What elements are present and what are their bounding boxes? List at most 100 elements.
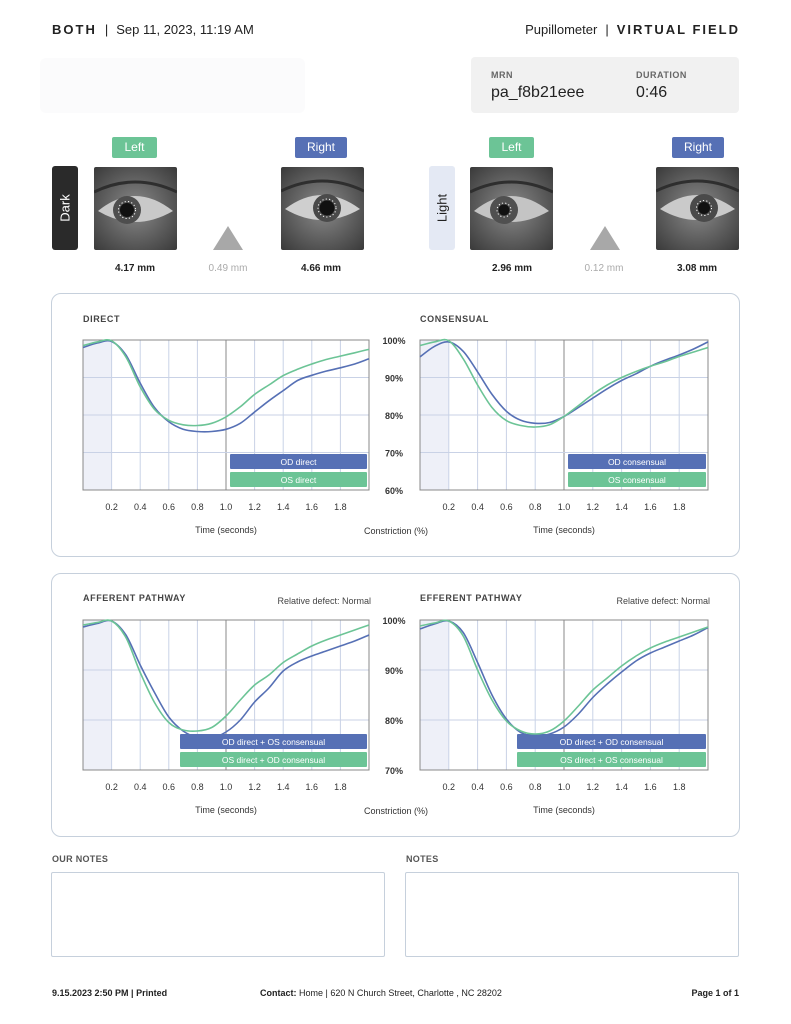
direct-frame	[82, 339, 370, 491]
dark-left-button[interactable]: Left	[112, 137, 157, 158]
efferent-pathway-frame	[419, 619, 709, 771]
consensual-xtick: 1.6	[644, 502, 657, 512]
direct-legend-od	[230, 454, 367, 469]
consensual-xtick: 0.6	[500, 502, 513, 512]
exam-datetime: Sep 11, 2023, 11:19 AM	[116, 22, 254, 37]
consensual-legend-label: OD consensual	[608, 457, 666, 467]
direct-legend-label: OS direct	[281, 475, 317, 485]
direct-xtick: 0.4	[134, 502, 147, 512]
afferent-pathway-relative-defect: Relative defect: Normal	[277, 596, 371, 606]
afferent-pathway-legend-os	[180, 752, 367, 767]
afferent-pathway-series-od-line	[82, 619, 370, 740]
duration-value: 0:46	[636, 84, 668, 101]
light-right-button[interactable]: Right	[672, 137, 724, 158]
efferent-pathway-xtick: 1.8	[673, 782, 686, 792]
direct-legend-label: OD direct	[281, 457, 318, 467]
consensual-legend-os	[568, 472, 706, 487]
efferent-pathway-legend-label: OD direct + OD consensual	[560, 737, 664, 747]
report-header-right: Pupillometer | VIRTUAL FIELD	[525, 22, 740, 37]
efferent-pathway-xtick: 1.6	[644, 782, 657, 792]
consensual-legend-label: OS consensual	[608, 475, 666, 485]
light-left-button[interactable]: Left	[489, 137, 534, 158]
mrn-label: MRN	[491, 70, 513, 80]
direct-xaxis-title: Time (seconds)	[195, 525, 257, 535]
direct-ytick: 90%	[385, 374, 403, 384]
dark-left-diameter: 4.17 mm	[114, 263, 156, 274]
header-separator: |	[104, 22, 109, 37]
consensual-xtick: 1.0	[558, 502, 571, 512]
afferent-pathway-title: AFFERENT PATHWAY	[83, 593, 186, 603]
light-diameter-difference: 0.12 mm	[584, 263, 624, 274]
direct-xtick: 1.8	[334, 502, 347, 512]
afferent-pathway-xaxis-title: Time (seconds)	[195, 805, 257, 815]
consensual-legend-od	[568, 454, 706, 469]
afferent-pathway-legend-label: OS direct + OD consensual	[222, 755, 325, 765]
efferent-pathway-series-os-line	[419, 619, 709, 735]
afferent-pathway-ytick: 100%	[382, 616, 405, 626]
notes-box[interactable]	[405, 872, 739, 957]
dark-diameter-difference: 0.49 mm	[208, 263, 248, 274]
efferent-pathway-series-od-line	[419, 619, 709, 737]
direct-xtick: 1.2	[248, 502, 261, 512]
our-notes-box[interactable]	[51, 872, 385, 957]
efferent-pathway-baseline-shade	[420, 620, 449, 770]
redacted-patient-info	[40, 58, 305, 113]
header-separator-right: |	[605, 22, 609, 37]
afferent-pathway-ytick: 70%	[385, 766, 403, 776]
consensual-frame	[419, 339, 709, 491]
afferent-pathway-yaxis-title: Constriction (%)	[364, 806, 428, 816]
exam-info-card: MRN pa_f8b21eee DURATION 0:46	[471, 57, 739, 113]
efferent-pathway-xaxis-title: Time (seconds)	[533, 805, 595, 815]
consensual-xtick: 1.8	[673, 502, 686, 512]
contact-line: Contact: Home | 620 N Church Street, Cha…	[260, 988, 502, 998]
direct-xtick: 1.4	[277, 502, 290, 512]
exam-mode: VIRTUAL FIELD	[616, 22, 740, 37]
efferent-pathway-xtick: 0.8	[529, 782, 542, 792]
dark-right-eye-image	[281, 167, 364, 250]
contact-address: Home | 620 N Church Street, Charlotte , …	[296, 988, 502, 998]
direct-xtick: 0.8	[191, 502, 204, 512]
efferent-pathway-xtick: 1.4	[615, 782, 628, 792]
direct-consensual-panel	[51, 293, 740, 557]
dark-tab[interactable]: Dark	[52, 166, 78, 250]
direct-xtick: 0.2	[105, 502, 118, 512]
light-tab[interactable]: Light	[429, 166, 455, 250]
direct-title: DIRECT	[83, 314, 120, 324]
consensual-title: CONSENSUAL	[420, 314, 489, 324]
mrn-value: pa_f8b21eee	[491, 84, 585, 101]
efferent-pathway-xtick: 1.2	[587, 782, 600, 792]
efferent-pathway-legend-od	[517, 734, 706, 749]
afferent-pathway-xtick: 0.6	[163, 782, 176, 792]
afferent-pathway-baseline-shade	[83, 620, 112, 770]
dark-left-eye-image	[94, 167, 177, 250]
contact-label: Contact:	[260, 988, 297, 998]
consensual-xtick: 0.4	[471, 502, 484, 512]
dark-right-button[interactable]: Right	[295, 137, 347, 158]
afferent-pathway-xtick: 1.6	[306, 782, 319, 792]
afferent-pathway-xtick: 1.8	[334, 782, 347, 792]
report-header-left: BOTH | Sep 11, 2023, 11:19 AM	[52, 22, 254, 37]
efferent-pathway-xtick: 0.2	[443, 782, 456, 792]
our-notes-label: OUR NOTES	[52, 854, 109, 864]
direct-series-os-line	[82, 339, 370, 427]
direct-ytick: 80%	[385, 411, 403, 421]
device-name: Pupillometer	[525, 22, 598, 37]
afferent-pathway-xtick: 1.4	[277, 782, 290, 792]
direct-ytick: 60%	[385, 486, 403, 496]
duration-label: DURATION	[636, 70, 687, 80]
efferent-pathway-xtick: 0.4	[471, 782, 484, 792]
direct-legend-os	[230, 472, 367, 487]
consensual-xaxis-title: Time (seconds)	[533, 525, 595, 535]
afferent-pathway-ytick: 80%	[385, 716, 403, 726]
light-left-eye-image	[470, 167, 553, 250]
afferent-pathway-xtick: 0.8	[191, 782, 204, 792]
consensual-xtick: 0.8	[529, 502, 542, 512]
efferent-pathway-legend-os	[517, 752, 706, 767]
consensual-series-os-line	[419, 338, 709, 428]
afferent-pathway-legend-label: OD direct + OS consensual	[222, 737, 325, 747]
direct-xtick: 0.6	[163, 502, 176, 512]
afferent-pathway-xtick: 0.2	[105, 782, 118, 792]
efferent-pathway-legend-label: OS direct + OS consensual	[560, 755, 663, 765]
pathway-panel	[51, 573, 740, 837]
light-right-eye-image	[656, 167, 739, 250]
